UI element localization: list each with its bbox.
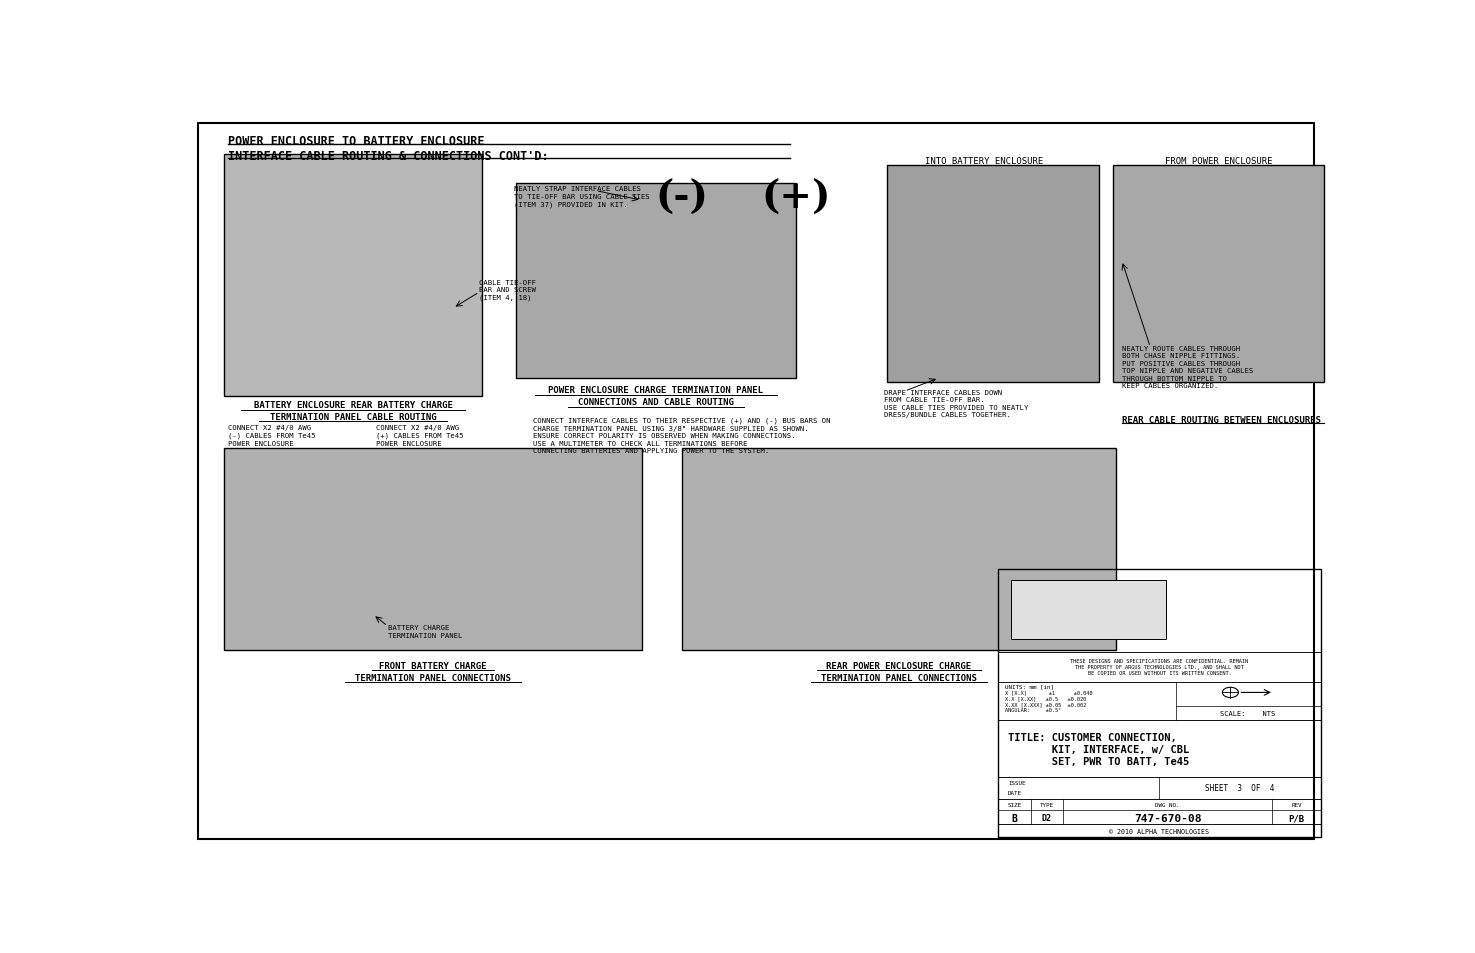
Text: UNITS: mm [in]: UNITS: mm [in]: [1004, 683, 1053, 688]
Text: CABLE TIE-OFF
BAR AND SCREW
(ITEM 4, 18): CABLE TIE-OFF BAR AND SCREW (ITEM 4, 18): [479, 279, 537, 301]
Text: 747-670-08: 747-670-08: [1134, 813, 1201, 823]
Text: REAR CABLE ROUTING BETWEEN ENCLOSURES: REAR CABLE ROUTING BETWEEN ENCLOSURES: [1122, 416, 1320, 424]
Text: ISSUE: ISSUE: [1007, 781, 1025, 785]
Bar: [681, 448, 1117, 650]
Bar: [999, 799, 1320, 824]
Text: POWER ENCLOSURE CHARGE TERMINATION PANEL
CONNECTIONS AND CABLE ROUTING: POWER ENCLOSURE CHARGE TERMINATION PANEL…: [549, 386, 764, 407]
Text: P/B: P/B: [1288, 814, 1304, 822]
Text: REAR POWER ENCLOSURE CHARGE
TERMINATION PANEL CONNECTIONS: REAR POWER ENCLOSURE CHARGE TERMINATION …: [822, 661, 976, 681]
Bar: [1012, 580, 1165, 639]
Bar: [999, 824, 1320, 837]
Text: TYPE: TYPE: [1040, 802, 1053, 807]
Bar: [999, 777, 1320, 799]
Bar: [999, 569, 1320, 837]
Text: CONNECT X2 #4/0 AWG
(-) CABLES FROM Te45
POWER ENCLOSURE: CONNECT X2 #4/0 AWG (-) CABLES FROM Te45…: [227, 425, 316, 446]
Text: FROM POWER ENCLOSURE: FROM POWER ENCLOSURE: [1165, 157, 1273, 166]
Text: D2: D2: [1041, 814, 1052, 822]
Bar: [888, 166, 1099, 382]
Text: POWER ENCLOSURE TO BATTERY ENCLOSURE: POWER ENCLOSURE TO BATTERY ENCLOSURE: [227, 135, 484, 148]
Text: FRONT BATTERY CHARGE
TERMINATION PANEL CONNECTIONS: FRONT BATTERY CHARGE TERMINATION PANEL C…: [355, 661, 510, 681]
Text: SCALE:    NTS: SCALE: NTS: [1220, 710, 1276, 717]
Bar: [999, 681, 1320, 720]
Text: CONNECT X2 #4/0 AWG
(+) CABLES FROM Te45
POWER ENCLOSURE: CONNECT X2 #4/0 AWG (+) CABLES FROM Te45…: [376, 425, 465, 446]
Bar: [999, 720, 1320, 777]
Text: (+): (+): [761, 179, 830, 217]
Bar: [516, 184, 796, 378]
Text: DATE: DATE: [1007, 790, 1022, 795]
Text: THESE DESIGNS AND SPECIFICATIONS ARE CONFIDENTIAL. REMAIN
THE PROPERTY OF ARGUS : THESE DESIGNS AND SPECIFICATIONS ARE CON…: [1071, 659, 1248, 676]
Text: BATTERY ENCLOSURE REAR BATTERY CHARGE
TERMINATION PANEL CABLE ROUTING: BATTERY ENCLOSURE REAR BATTERY CHARGE TE…: [254, 400, 453, 421]
Text: (-): (-): [655, 179, 708, 217]
Text: X [X.X]       ±1      ±0.040
X.X [X.XX]   ±0.5   ±0.020
X.XX [X.XXX] ±0.05  ±0.0: X [X.X] ±1 ±0.040 X.X [X.XX] ±0.5 ±0.020…: [1004, 690, 1092, 713]
Text: © 2010 ALPHA TECHNOLOGIES: © 2010 ALPHA TECHNOLOGIES: [1109, 828, 1210, 834]
Text: SIZE: SIZE: [1007, 802, 1021, 807]
Text: REV: REV: [1291, 802, 1302, 807]
Text: CONNECT INTERFACE CABLES TO THEIR RESPECTIVE (+) AND (-) BUS BARS ON
CHARGE TERM: CONNECT INTERFACE CABLES TO THEIR RESPEC…: [532, 417, 830, 454]
Bar: [999, 653, 1320, 681]
Text: DRAPE INTERFACE CABLES DOWN
FROM CABLE TIE-OFF BAR.
USE CABLE TIES PROVIDED TO N: DRAPE INTERFACE CABLES DOWN FROM CABLE T…: [884, 390, 1028, 418]
Text: INTO BATTERY ENCLOSURE: INTO BATTERY ENCLOSURE: [925, 157, 1044, 166]
Bar: [999, 569, 1320, 653]
Text: NEATLY STRAP INTERFACE CABLES
TO TIE-OFF BAR USING CABLE TIES
(ITEM 37) PROVIDED: NEATLY STRAP INTERFACE CABLES TO TIE-OFF…: [513, 186, 649, 208]
Text: BATTERY CHARGE
TERMINATION PANEL: BATTERY CHARGE TERMINATION PANEL: [388, 624, 462, 638]
Text: NEATLY ROUTE CABLES THROUGH
BOTH CHASE NIPPLE FITTINGS.
PUT POSITIVE CABLES THRO: NEATLY ROUTE CABLES THROUGH BOTH CHASE N…: [1122, 346, 1252, 389]
Text: INTERFACE CABLE ROUTING & CONNECTIONS CONT'D:: INTERFACE CABLE ROUTING & CONNECTIONS CO…: [227, 150, 549, 163]
Text: B: B: [1012, 813, 1018, 823]
Text: SHEET  3  OF  4: SHEET 3 OF 4: [1205, 783, 1274, 792]
Text: TITLE: CUSTOMER CONNECTION,
       KIT, INTERFACE, w/ CBL
       SET, PWR TO BAT: TITLE: CUSTOMER CONNECTION, KIT, INTERFA…: [1007, 732, 1189, 766]
Text: DWG NO.: DWG NO.: [1155, 802, 1180, 807]
Bar: [224, 154, 481, 396]
Bar: [1112, 166, 1325, 382]
Bar: [224, 448, 642, 650]
